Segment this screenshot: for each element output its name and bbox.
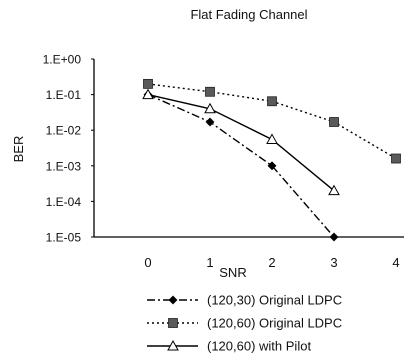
y-tick-label: 1.E-04 <box>46 195 82 209</box>
legend-label: (120,60) Original LDPC <box>207 316 342 331</box>
chart-title: Flat Fading Channel <box>190 7 307 22</box>
x-tick-label: 2 <box>268 255 275 270</box>
data-point-triangle <box>142 88 154 100</box>
y-tick-labels: 1.E+00 1.E-01 1.E-02 1.E-03 1.E-04 1.E-05 <box>43 53 94 245</box>
x-tick-label: 1 <box>206 255 213 270</box>
y-tick-label: 1.E-02 <box>46 124 82 138</box>
y-tick-label: 1.E-05 <box>46 231 82 245</box>
data-point-square <box>391 153 401 164</box>
legend-marker-diamond <box>168 295 178 305</box>
data-point-triangle <box>204 102 216 114</box>
series-1 <box>143 90 339 242</box>
x-tick-label: 0 <box>144 255 151 270</box>
data-point-triangle <box>266 133 278 144</box>
legend-marker-triangle <box>167 339 179 351</box>
series-line <box>147 93 335 192</box>
x-axis-label: SNR <box>219 265 246 280</box>
data-point-diamond <box>267 161 277 171</box>
legend-entry: (120,30) Original LDPC <box>147 293 342 308</box>
x-tick-label: 3 <box>330 255 337 270</box>
y-tick-label: 1.E-03 <box>46 159 82 173</box>
axes <box>93 59 404 238</box>
data-point-square <box>329 117 339 127</box>
legend-entry: (120,60) Original LDPC <box>147 316 342 331</box>
data-point-square <box>143 78 153 89</box>
legend: (120,30) Original LDPC (120,60) Original … <box>147 293 342 354</box>
legend-label: (120,60) with Pilot <box>207 339 311 354</box>
legend-entry: (120,60) with Pilot <box>147 339 311 354</box>
y-tick-label: 1.E+00 <box>43 53 82 67</box>
data-point-square <box>205 86 215 97</box>
y-axis-label: BER <box>11 136 26 163</box>
legend-label: (120,30) Original LDPC <box>207 293 342 308</box>
data-point-diamond <box>329 232 339 242</box>
x-tick-labels: 0 1 2 3 4 <box>144 255 399 270</box>
legend-marker-square <box>168 318 178 328</box>
x-tick-label: 4 <box>392 255 399 270</box>
data-point-diamond <box>205 117 215 127</box>
plot-area <box>142 78 401 242</box>
data-point-triangle <box>328 184 340 196</box>
series-line <box>147 83 397 160</box>
series-line <box>147 93 335 238</box>
y-tick-label: 1.E-01 <box>46 88 82 102</box>
series-3 <box>142 88 340 196</box>
series-2 <box>143 78 401 164</box>
data-point-square <box>267 96 277 107</box>
